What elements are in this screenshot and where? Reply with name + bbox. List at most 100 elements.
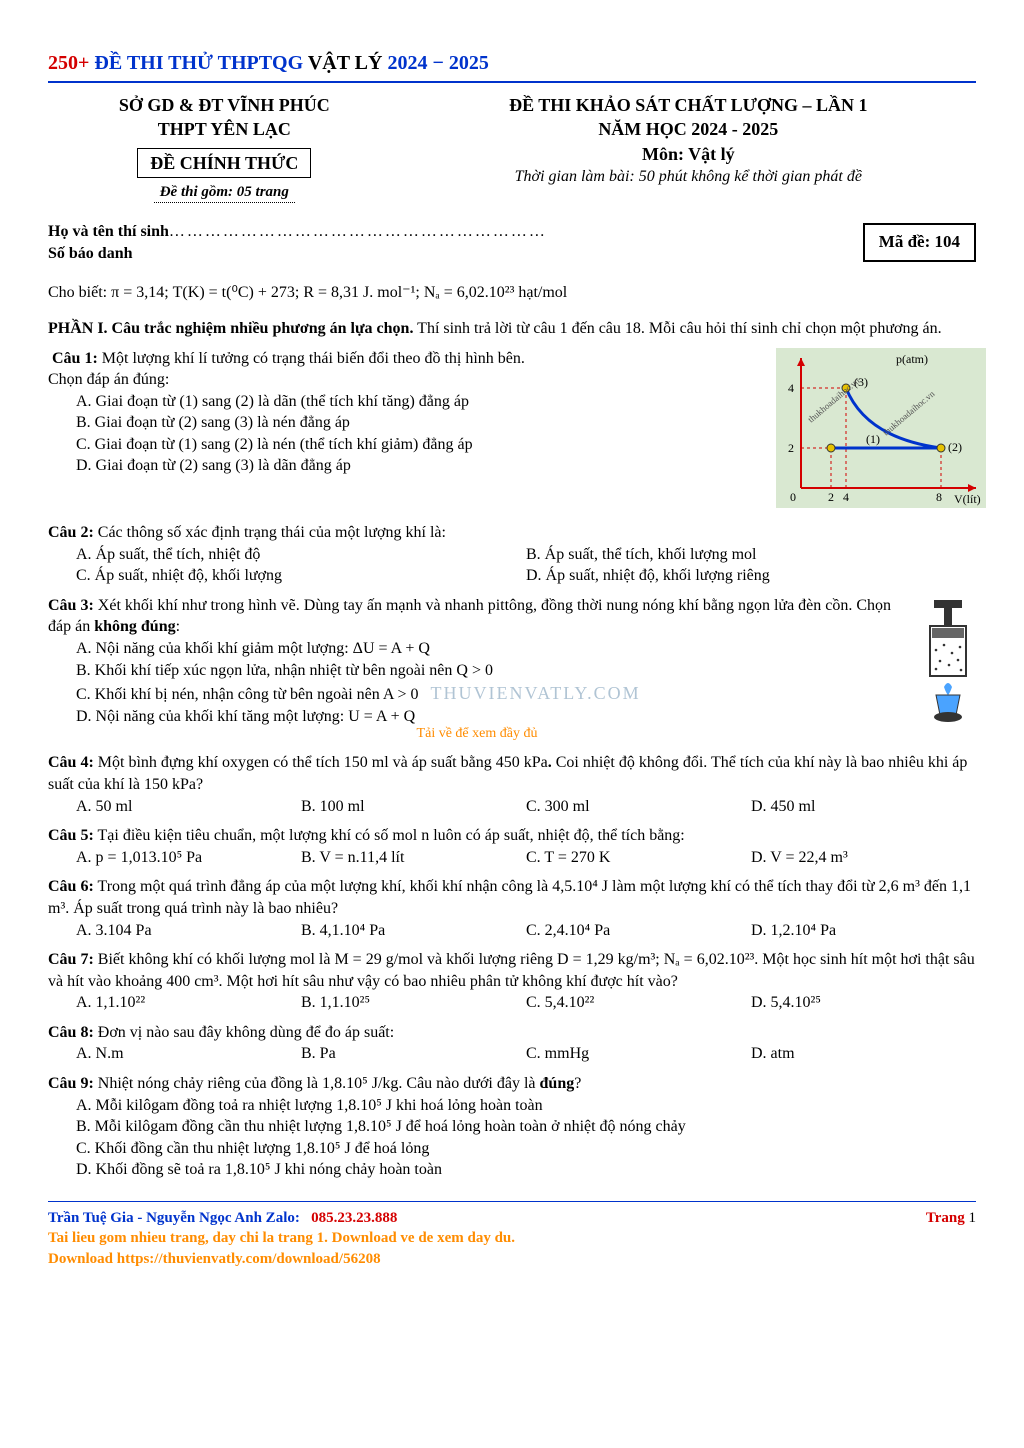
q3-opt-b: B. Khối khí tiếp xúc ngọn lửa, nhận nhiệ… xyxy=(76,660,906,682)
question-4: Câu 4: Một bình đựng khí oxygen có thể t… xyxy=(48,752,976,817)
q3-options: A. Nội năng của khối khí giảm một lượng:… xyxy=(76,638,906,727)
exam-title: ĐỀ THI KHẢO SÁT CHẤT LƯỢNG – LẦN 1 xyxy=(401,93,976,117)
q1-opt-b: B. Giai đoạn từ (2) sang (3) là nén đẳng… xyxy=(76,412,766,434)
q2-opt-d: D. Áp suất, nhiệt độ, khối lượng riêng xyxy=(526,565,976,587)
footer-note-2: Download https://thuvienvatly.com/downlo… xyxy=(48,1249,976,1269)
question-2: Câu 2: Các thông số xác định trạng thái … xyxy=(48,522,976,587)
question-5: Câu 5: Tại điều kiện tiêu chuẩn, một lượ… xyxy=(48,825,976,868)
q6-stem: Câu 6: Trong một quá trình đẳng áp của m… xyxy=(48,876,976,919)
q2-opt-a: A. Áp suất, thể tích, nhiệt độ xyxy=(76,544,526,566)
exam-header: SỞ GD & ĐT VĨNH PHÚC THPT YÊN LẠC ĐỀ CHÍ… xyxy=(48,93,976,203)
q4-opt-a: A. 50 ml xyxy=(76,796,301,818)
q7-opt-b: B. 1,1.10²⁵ xyxy=(301,992,526,1014)
q4-options: A. 50 ml B. 100 ml C. 300 ml D. 450 ml xyxy=(76,796,976,818)
title-part-c: VẬT LÝ xyxy=(308,52,388,74)
q6-opt-b: B. 4,1.10⁴ Pa xyxy=(301,920,526,942)
sbd-line: Số báo danh xyxy=(48,243,863,265)
question-7: Câu 7: Biết không khí có khối lượng mol … xyxy=(48,949,976,1014)
part1-heading: PHẦN I. Câu trắc nghiệm nhiều phương án … xyxy=(48,318,976,340)
q7-opt-c: C. 5,4.10²² xyxy=(526,992,751,1014)
svg-text:4: 4 xyxy=(843,490,849,504)
q8-opt-a: A. N.m xyxy=(76,1043,301,1065)
q5-options: A. p = 1,013.10⁵ Pa B. V = n.11,4 lít C.… xyxy=(76,847,976,869)
q1-graph: p(atm) V(lít) 4 2 0 2 4 8 (3) (1) (2) th… xyxy=(766,348,976,515)
svg-text:2: 2 xyxy=(828,490,834,504)
q6-opt-a: A. 3.104 Pa xyxy=(76,920,301,942)
q6-options: A. 3.104 Pa B. 4,1.10⁴ Pa C. 2,4.10⁴ Pa … xyxy=(76,920,976,942)
footer-author: Trần Tuệ Gia - Nguyễn Ngọc Anh Zalo: xyxy=(48,1210,300,1226)
page-label: Trang xyxy=(926,1210,969,1226)
q4-opt-d: D. 450 ml xyxy=(751,796,976,818)
school-dept: SỞ GD & ĐT VĨNH PHÚC xyxy=(48,93,401,117)
q2-opt-c: C. Áp suất, nhiệt độ, khối lượng xyxy=(76,565,526,587)
title-part-a: 250+ xyxy=(48,52,94,74)
footer-note-1: Tai lieu gom nhieu trang, day chi la tra… xyxy=(48,1228,976,1248)
q5-opt-b: B. V = n.11,4 lít xyxy=(301,847,526,869)
q8-opt-c: C. mmHg xyxy=(526,1043,751,1065)
q5-opt-a: A. p = 1,013.10⁵ Pa xyxy=(76,847,301,869)
page-count: Đề thi gồm: 05 trang xyxy=(154,182,295,203)
q3-opt-c: C. Khối khí bị nén, nhận công từ bên ngo… xyxy=(76,681,906,706)
q1-choose: Chọn đáp án đúng: xyxy=(48,369,766,391)
official-label: ĐỀ CHÍNH THỨC xyxy=(137,148,311,178)
svg-text:V(lít): V(lít) xyxy=(954,492,981,506)
q7-opt-a: A. 1,1.10²² xyxy=(76,992,301,1014)
page-footer: Trần Tuệ Gia - Nguyễn Ngọc Anh Zalo: 085… xyxy=(48,1208,976,1269)
q4-stem: Câu 4: Một bình đựng khí oxygen có thể t… xyxy=(48,752,976,795)
q3-opt-a: A. Nội năng của khối khí giảm một lượng:… xyxy=(76,638,906,660)
footer-phone: 085.23.23.888 xyxy=(311,1210,397,1226)
school-name: THPT YÊN LẠC xyxy=(48,117,401,141)
q9-options: A. Mỗi kilôgam đồng toả ra nhiệt lượng 1… xyxy=(76,1095,976,1181)
svg-text:2: 2 xyxy=(788,441,794,455)
page-number: 1 xyxy=(969,1210,977,1226)
q9-opt-a: A. Mỗi kilôgam đồng toả ra nhiệt lượng 1… xyxy=(76,1095,976,1117)
q4-opt-b: B. 100 ml xyxy=(301,796,526,818)
q5-opt-d: D. V = 22,4 m³ xyxy=(751,847,976,869)
q4-opt-c: C. 300 ml xyxy=(526,796,751,818)
footer-rule xyxy=(48,1201,976,1202)
svg-text:8: 8 xyxy=(936,490,942,504)
student-name-line: Họ và tên thí sinh……………………………………………………… xyxy=(48,221,863,243)
svg-text:0: 0 xyxy=(790,490,796,504)
q8-opt-d: D. atm xyxy=(751,1043,976,1065)
watermark-gray: THUVIENVATLY.COM xyxy=(431,683,641,703)
duration: Thời gian làm bài: 50 phút không kể thời… xyxy=(401,166,976,188)
question-6: Câu 6: Trong một quá trình đẳng áp của m… xyxy=(48,876,976,941)
q3-stem: Câu 3: Xét khối khí như trong hình vẽ. D… xyxy=(48,595,906,638)
q9-opt-c: C. Khối đồng cần thu nhiệt lượng 1,8.10⁵… xyxy=(76,1138,976,1160)
q7-options: A. 1,1.10²² B. 1,1.10²⁵ C. 5,4.10²² D. 5… xyxy=(76,992,976,1014)
header-left: SỞ GD & ĐT VĨNH PHÚC THPT YÊN LẠC ĐỀ CHÍ… xyxy=(48,93,401,203)
title-part-b: ĐỀ THI THỬ THPTQG xyxy=(94,52,307,74)
question-1: Câu 1: Một lượng khí lí tưởng có trạng t… xyxy=(48,348,976,515)
q2-options: A. Áp suất, thể tích, nhiệt độ B. Áp suấ… xyxy=(76,544,976,566)
subject: Môn: Vật lý xyxy=(401,142,976,166)
collection-title: 250+ ĐỀ THI THỬ THPTQG VẬT LÝ 2024 − 202… xyxy=(48,50,976,77)
title-part-d: 2024 − 2025 xyxy=(387,52,488,74)
school-year: NĂM HỌC 2024 - 2025 xyxy=(401,117,976,141)
question-3: Câu 3: Xét khối khí như trong hình vẽ. D… xyxy=(48,595,976,744)
question-9: Câu 9: Nhiệt nóng chảy riêng của đồng là… xyxy=(48,1073,976,1181)
q8-stem: Câu 8: Đơn vị nào sau đây không dùng để … xyxy=(48,1022,976,1044)
q5-opt-c: C. T = 270 K xyxy=(526,847,751,869)
header-right: ĐỀ THI KHẢO SÁT CHẤT LƯỢNG – LẦN 1 NĂM H… xyxy=(401,93,976,203)
svg-text:(1): (1) xyxy=(866,432,880,446)
q6-opt-c: C. 2,4.10⁴ Pa xyxy=(526,920,751,942)
q1-opt-c: C. Giai đoạn từ (1) sang (2) là nén (thể… xyxy=(76,434,766,456)
watermark-orange: Tải về để xem đầy đủ xyxy=(48,725,906,744)
question-8: Câu 8: Đơn vị nào sau đây không dùng để … xyxy=(48,1022,976,1065)
title-rule xyxy=(48,81,976,83)
q9-stem: Câu 9: Nhiệt nóng chảy riêng của đồng là… xyxy=(48,1073,976,1095)
q1-options: A. Giai đoạn từ (1) sang (2) là dãn (thể… xyxy=(76,391,766,477)
q3-opt-d: D. Nội năng của khối khí tăng một lượng:… xyxy=(76,706,906,728)
q2-opt-b: B. Áp suất, thể tích, khối lượng mol xyxy=(526,544,976,566)
student-id-row: Họ và tên thí sinh……………………………………………………… … xyxy=(48,221,976,264)
q6-opt-d: D. 1,2.10⁴ Pa xyxy=(751,920,976,942)
name-dots: ……………………………………………………… xyxy=(169,223,547,240)
q1-opt-d: D. Giai đoạn từ (2) sang (3) là dãn đẳng… xyxy=(76,455,766,477)
download-url[interactable]: https://thuvienvatly.com/download/56208 xyxy=(117,1251,381,1267)
q3-figure xyxy=(906,595,976,744)
q1-opt-a: A. Giai đoạn từ (1) sang (2) là dãn (thể… xyxy=(76,391,766,413)
q9-opt-d: D. Khối đồng sẽ toả ra 1,8.10⁵ J khi nón… xyxy=(76,1159,976,1181)
q7-stem: Câu 7: Biết không khí có khối lượng mol … xyxy=(48,949,976,992)
q8-options: A. N.m B. Pa C. mmHg D. atm xyxy=(76,1043,976,1065)
